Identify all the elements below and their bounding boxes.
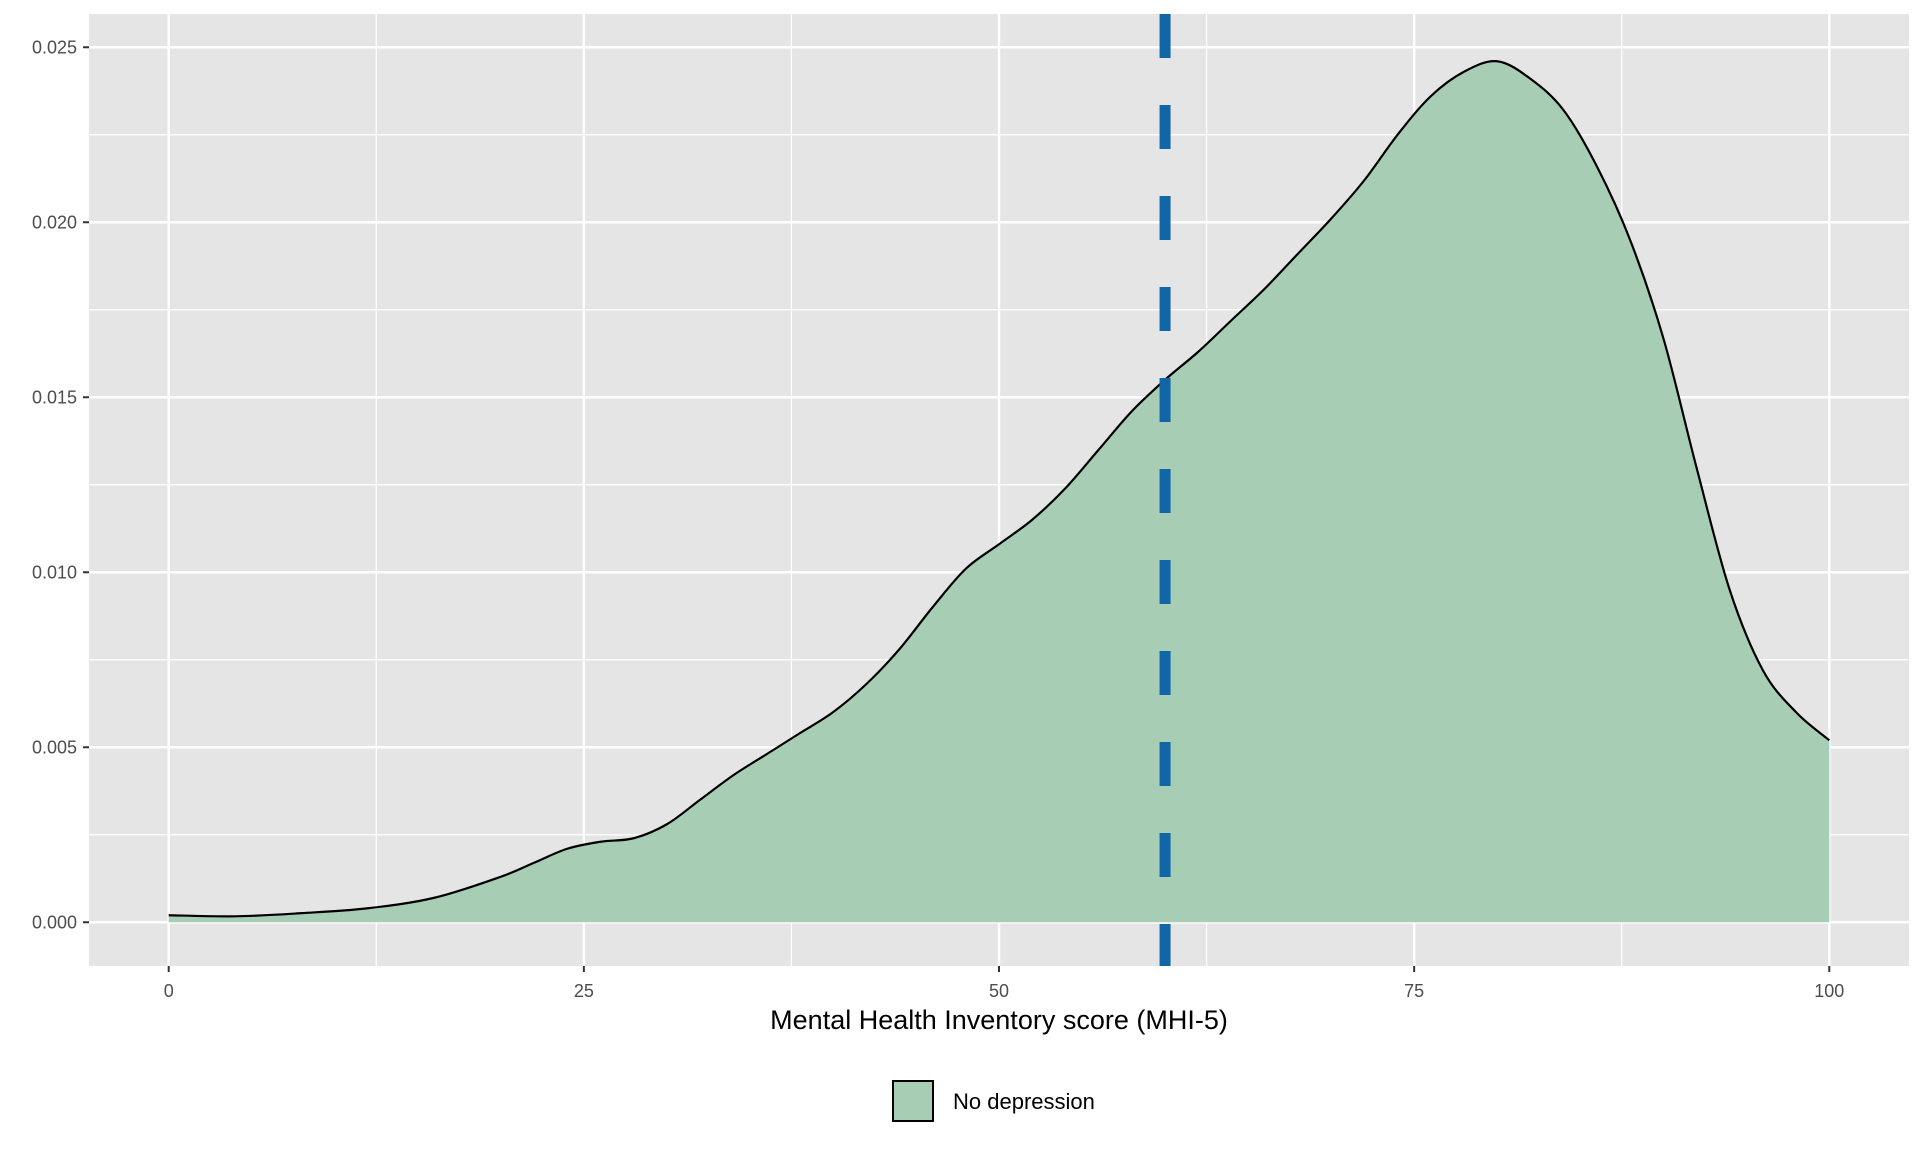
y-tick-label: 0.005 (32, 737, 77, 757)
y-tick-label: 0.020 (32, 212, 77, 232)
series-layer (168, 60, 1830, 923)
x-tick-label: 100 (1814, 981, 1844, 1001)
y-tick-label: 0.025 (32, 37, 77, 57)
y-tick-label: 0.015 (32, 387, 77, 407)
x-axis-title: Mental Health Inventory score (MHI-5) (770, 1005, 1228, 1035)
x-axis: 0 25 50 75 100 (164, 966, 1844, 1001)
legend-label-no-depression: No depression (953, 1089, 1095, 1114)
x-tick-label: 0 (164, 981, 174, 1001)
y-tick-label: 0.000 (32, 912, 77, 932)
y-axis: 0.000 0.005 0.010 0.015 0.020 0.025 (32, 37, 89, 932)
x-tick-label: 50 (989, 981, 1009, 1001)
density-area-0 (168, 61, 1830, 923)
x-tick-label: 75 (1404, 981, 1424, 1001)
y-tick-label: 0.010 (32, 562, 77, 582)
x-tick-label: 25 (574, 981, 594, 1001)
legend: No depression (892, 1080, 1095, 1122)
legend-key-no-depression (892, 1080, 934, 1122)
density-line-0 (168, 60, 1830, 918)
